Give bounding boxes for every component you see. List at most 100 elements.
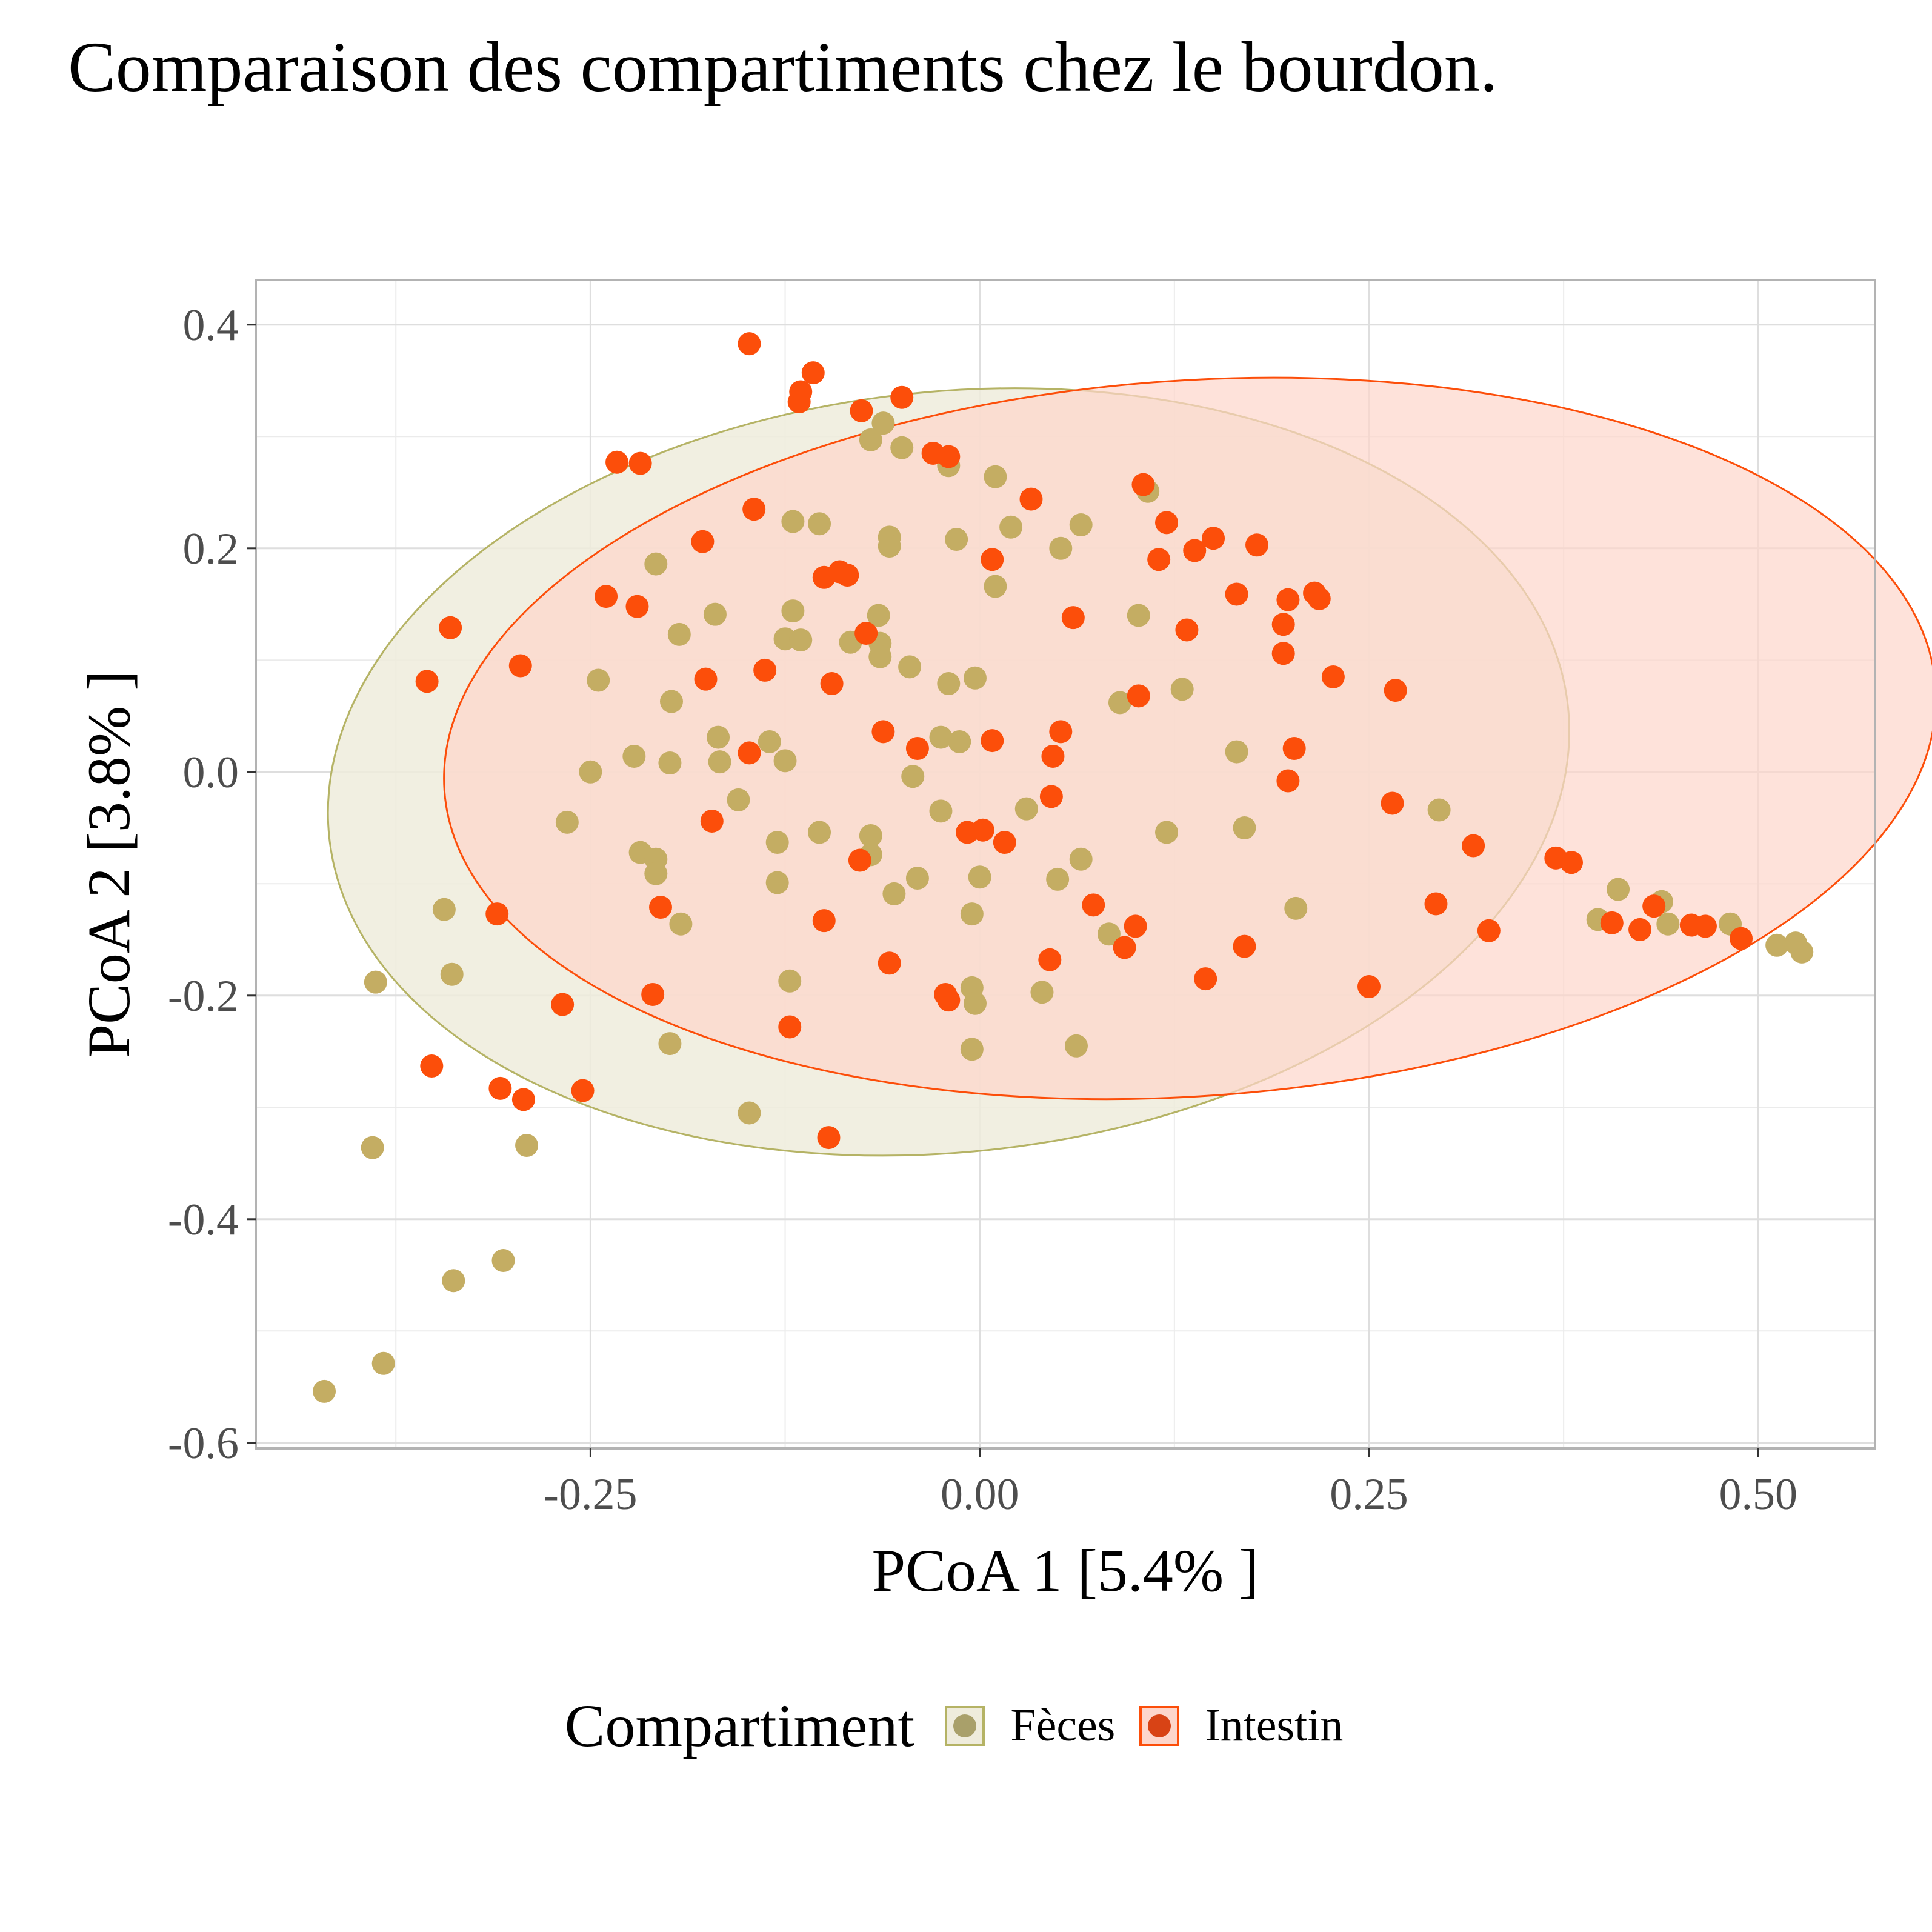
point-feces xyxy=(364,970,387,994)
point-intestin xyxy=(1082,893,1105,917)
point-feces xyxy=(968,865,991,889)
point-intestin xyxy=(1271,642,1295,665)
y-tick-label: -0.4 xyxy=(168,1195,239,1245)
point-feces xyxy=(667,622,691,646)
point-intestin xyxy=(820,672,844,696)
y-axis-title: PCoA 2 [3.8% ] xyxy=(75,671,142,1058)
point-feces xyxy=(867,604,890,627)
point-intestin xyxy=(571,1079,595,1102)
point-intestin xyxy=(485,902,509,926)
legend-key-feces xyxy=(945,1705,985,1746)
point-intestin xyxy=(778,1015,802,1039)
point-feces xyxy=(882,882,906,905)
legend-label-feces: Fèces xyxy=(1010,1700,1116,1751)
point-intestin xyxy=(1049,720,1073,744)
x-tick-label: -0.25 xyxy=(544,1470,637,1519)
legend-label-intestin: Intestin xyxy=(1205,1700,1344,1751)
point-intestin xyxy=(1041,744,1065,768)
point-intestin xyxy=(1245,533,1269,557)
point-feces xyxy=(371,1351,395,1375)
point-intestin xyxy=(1282,737,1306,761)
point-feces xyxy=(1284,896,1308,920)
point-intestin xyxy=(738,741,761,765)
point-intestin xyxy=(981,548,1004,571)
point-feces xyxy=(901,765,925,788)
point-feces xyxy=(727,788,750,811)
point-feces xyxy=(1607,878,1630,901)
point-feces xyxy=(579,760,602,784)
point-feces xyxy=(960,902,984,926)
point-feces xyxy=(515,1134,539,1158)
point-intestin xyxy=(801,361,825,385)
point-intestin xyxy=(1271,613,1295,636)
point-intestin xyxy=(850,399,873,422)
point-feces xyxy=(905,867,929,890)
point-intestin xyxy=(700,809,724,833)
x-axis-title: PCoA 1 [5.4% ] xyxy=(872,1537,1259,1604)
point-intestin xyxy=(1628,918,1652,941)
point-intestin xyxy=(1642,894,1666,918)
point-intestin xyxy=(1276,588,1300,611)
legend-item-intestin: Intestin xyxy=(1139,1699,1343,1752)
point-intestin xyxy=(1477,919,1501,942)
point-intestin xyxy=(1113,936,1136,959)
point-feces xyxy=(644,862,668,885)
point-feces xyxy=(1064,1034,1088,1058)
point-feces xyxy=(1790,940,1814,964)
point-feces xyxy=(1069,513,1093,537)
point-feces xyxy=(440,962,464,986)
point-feces xyxy=(859,824,882,847)
point-feces xyxy=(781,510,805,533)
point-feces xyxy=(808,512,831,536)
point-feces xyxy=(963,991,987,1015)
point-feces xyxy=(738,1101,761,1125)
point-feces xyxy=(1155,821,1178,844)
point-intestin xyxy=(694,667,718,691)
y-tick-label: 0.0 xyxy=(183,748,239,798)
point-intestin xyxy=(1730,927,1753,950)
point-feces xyxy=(1765,933,1789,957)
point-intestin xyxy=(1424,892,1448,916)
point-feces xyxy=(1108,691,1131,715)
point-intestin xyxy=(905,737,929,761)
point-intestin xyxy=(1276,769,1300,793)
point-feces xyxy=(658,1032,682,1056)
point-intestin xyxy=(1127,684,1150,708)
legend-key-intestin xyxy=(1139,1705,1180,1746)
point-feces xyxy=(1170,678,1194,701)
y-tick-label: 0.2 xyxy=(183,524,239,574)
point-intestin xyxy=(817,1126,841,1150)
point-intestin xyxy=(836,564,859,587)
point-feces xyxy=(361,1136,384,1159)
point-feces xyxy=(1014,797,1038,821)
point-intestin xyxy=(742,498,766,521)
point-intestin xyxy=(1600,911,1624,934)
point-intestin xyxy=(625,595,649,618)
point-intestin xyxy=(551,993,575,1016)
point-feces xyxy=(963,666,987,690)
point-feces xyxy=(929,799,953,823)
x-tick-label: 0.00 xyxy=(941,1470,1019,1519)
point-intestin xyxy=(981,729,1004,753)
point-feces xyxy=(890,436,914,459)
y-tick-label: -0.6 xyxy=(168,1419,239,1468)
point-intestin xyxy=(738,332,761,356)
point-intestin xyxy=(993,831,1016,854)
point-intestin xyxy=(641,982,665,1006)
point-feces xyxy=(1097,922,1121,946)
point-feces xyxy=(999,515,1023,539)
point-feces xyxy=(707,725,730,749)
legend-dot-intestin xyxy=(1148,1714,1171,1737)
data-points xyxy=(313,332,1814,1403)
point-feces xyxy=(442,1269,465,1293)
point-intestin xyxy=(848,848,871,872)
point-intestin xyxy=(878,951,901,975)
point-intestin xyxy=(1225,582,1248,606)
point-feces xyxy=(945,528,968,551)
point-intestin xyxy=(605,450,629,474)
point-feces xyxy=(1069,847,1093,871)
point-intestin xyxy=(1131,473,1155,496)
legend-title: Compartiment xyxy=(564,1692,915,1759)
point-intestin xyxy=(415,670,439,693)
